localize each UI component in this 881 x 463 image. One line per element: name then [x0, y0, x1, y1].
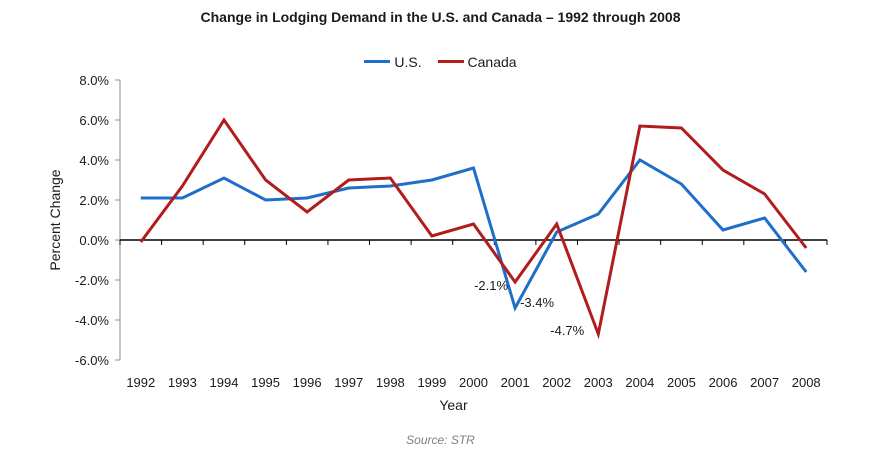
data-point — [306, 197, 309, 200]
line-chart: -6.0% -4.0% -2.0% 0.0% 2.0% 4.0% 6.0% 8.0% 1992 1… — [47, 73, 828, 413]
x-tick-label: 2003 — [584, 375, 613, 390]
data-point — [347, 187, 350, 190]
data-point — [638, 159, 641, 162]
legend-swatch-us — [364, 60, 391, 63]
data-point — [306, 211, 309, 214]
x-tick-label: 2006 — [709, 375, 738, 390]
data-point — [139, 241, 142, 244]
data-point — [597, 333, 600, 336]
y-tick-label: -4.0% — [75, 313, 109, 328]
x-tick-label: 1993 — [168, 375, 197, 390]
x-tick-label: 2001 — [501, 375, 530, 390]
data-point — [347, 179, 350, 182]
y-tick-label: 6.0% — [79, 113, 109, 128]
x-tick-label: 1997 — [334, 375, 363, 390]
data-point — [555, 223, 558, 226]
data-label: -3.4% — [520, 295, 554, 310]
data-point — [722, 169, 725, 172]
data-point — [514, 307, 517, 310]
y-tick-label: 4.0% — [79, 153, 109, 168]
data-point — [389, 177, 392, 180]
legend-label-canada: Canada — [467, 53, 517, 70]
x-tick-label: 2000 — [459, 375, 488, 390]
data-point — [472, 167, 475, 170]
data-point — [181, 197, 184, 200]
x-tick-label: 2007 — [750, 375, 779, 390]
data-point — [680, 127, 683, 130]
legend-item-canada: Canada — [437, 53, 517, 70]
data-point — [638, 125, 641, 128]
series-line-us — [140, 158, 808, 312]
data-point — [805, 247, 808, 250]
data-point — [680, 183, 683, 186]
data-point — [514, 281, 517, 284]
x-tick-label: 1998 — [376, 375, 405, 390]
x-tick-label: 2005 — [667, 375, 696, 390]
data-label: -2.1% — [474, 278, 508, 293]
data-point — [264, 179, 267, 182]
data-point — [597, 213, 600, 216]
data-point — [389, 185, 392, 188]
x-tick-label: 1996 — [293, 375, 322, 390]
data-point — [222, 177, 225, 180]
legend-label-us: U.S. — [394, 53, 422, 70]
data-point — [222, 119, 225, 122]
data-point — [472, 223, 475, 226]
data-point — [139, 197, 142, 200]
data-point — [430, 235, 433, 238]
legend: U.S. Canada — [0, 50, 881, 70]
data-point — [805, 271, 808, 274]
x-tick-label: 2008 — [792, 375, 821, 390]
y-tick-label: -6.0% — [75, 353, 109, 368]
y-tick-label: 2.0% — [79, 193, 109, 208]
data-label: -4.7% — [550, 323, 584, 338]
legend-swatch-canada — [437, 60, 464, 63]
x-axis-title: Year — [439, 397, 468, 413]
y-tick-label: -2.0% — [75, 273, 109, 288]
x-tick-label: 2002 — [542, 375, 571, 390]
x-tick-label: 1995 — [251, 375, 280, 390]
y-tick-label: 8.0% — [79, 73, 109, 88]
data-point — [430, 179, 433, 182]
x-tick-label: 1992 — [126, 375, 155, 390]
data-point — [763, 193, 766, 196]
data-point — [181, 185, 184, 188]
x-tick-label: 1994 — [210, 375, 239, 390]
source-note: Source: STR — [406, 433, 475, 447]
legend-item-us: U.S. — [364, 53, 422, 70]
series-line-canada — [139, 117, 808, 340]
y-axis-title: Percent Change — [47, 169, 63, 270]
data-point — [763, 217, 766, 220]
x-tick-label: 2004 — [625, 375, 654, 390]
x-tick-label: 1999 — [417, 375, 446, 390]
data-point — [722, 229, 725, 232]
y-tick-label: 0.0% — [79, 233, 109, 248]
chart-title: Change in Lodging Demand in the U.S. and… — [200, 9, 681, 25]
data-point — [264, 199, 267, 202]
